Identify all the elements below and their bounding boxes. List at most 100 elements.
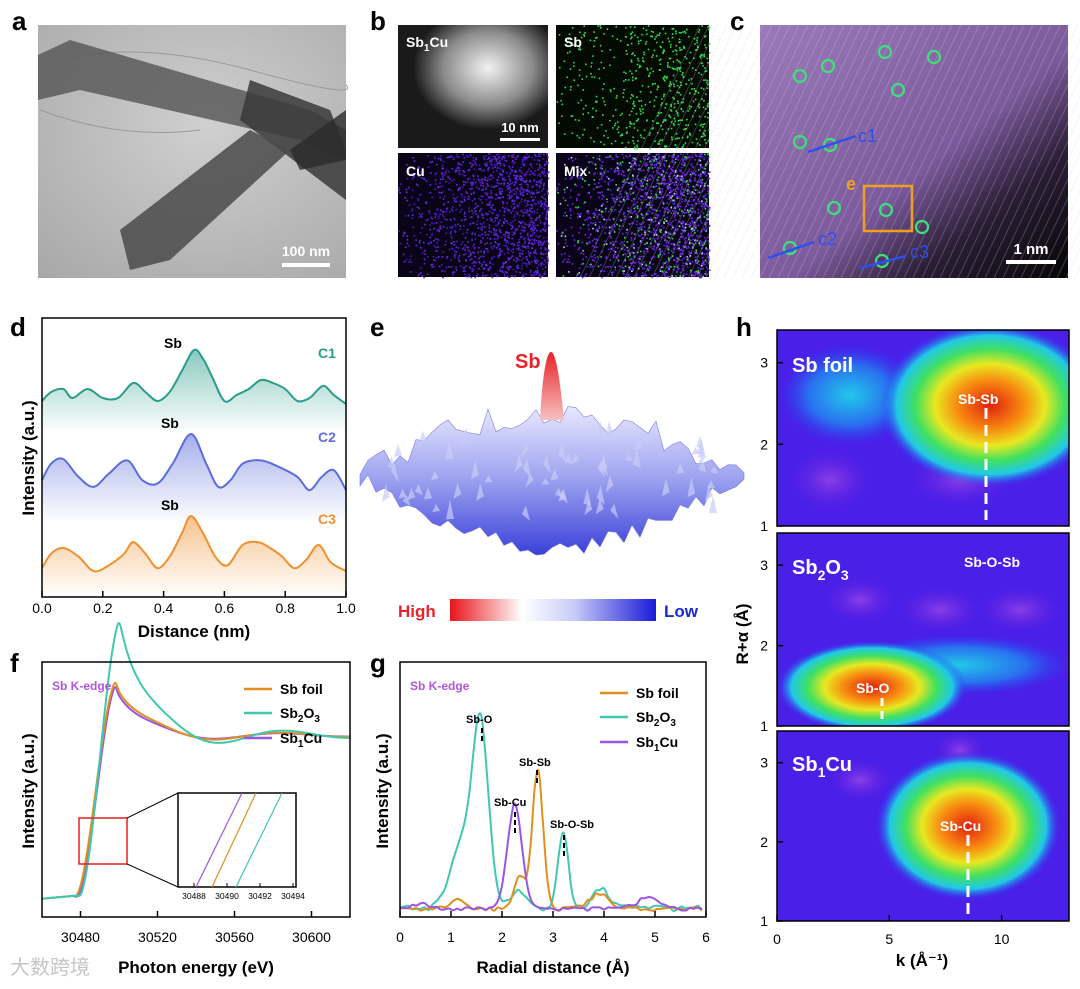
bond-markers — [481, 728, 565, 858]
series-label-c1: C1 — [318, 345, 336, 361]
profile-fill-c1 — [42, 349, 346, 430]
inset-tick-label: 30494 — [281, 891, 305, 901]
label-c3: c3 — [910, 242, 929, 262]
x-tick-label: 30520 — [138, 929, 177, 945]
colorbar — [450, 599, 656, 621]
inset-curve-sb1cu — [195, 792, 243, 888]
panel-b: b Sb1Cu Sb Cu Mix 10 nm — [370, 6, 711, 279]
x-tick-label: 0.6 — [215, 600, 235, 616]
atom-marker — [926, 49, 942, 65]
x-tick-label: 3 — [549, 929, 557, 945]
tile-label-mix: Mix — [564, 163, 588, 179]
y-tick-label: 1 — [760, 718, 768, 734]
y-tick-label: 1 — [760, 913, 768, 929]
y-axis-label: R+α (Å) — [733, 604, 752, 665]
map-title-sb-foil: Sb foil — [792, 355, 853, 377]
panel-letter-e: e — [370, 312, 384, 342]
tile-label-sb1cu: Sb1Cu — [406, 34, 448, 54]
colorbar-low-label: Low — [664, 602, 699, 621]
peak-label: Sb — [515, 351, 541, 373]
legend-sb2o3: Sb2O3 — [280, 705, 320, 725]
scale-bar-label: 1 nm — [1013, 241, 1048, 258]
panel-letter-b: b — [370, 6, 386, 36]
watermark: 大数跨境 — [10, 956, 90, 979]
y-tick-label: 2 — [760, 436, 768, 452]
nanotube-2 — [120, 130, 290, 270]
3d-intensity-surface — [359, 406, 745, 556]
peak-label-c2: Sb — [161, 415, 179, 431]
y-tick-label: 1 — [760, 518, 768, 534]
y-tick-label: 3 — [760, 557, 768, 573]
map-frame — [776, 532, 1070, 727]
map-title-sb2o3: Sb2O3 — [792, 557, 849, 583]
bond-label-sb-cu: Sb-Cu — [494, 797, 526, 809]
line-profile-c2 — [767, 240, 815, 260]
legend-sb-foil: Sb foil — [636, 685, 679, 701]
inset-curve-sb2o3 — [235, 792, 283, 888]
label-c1: c1 — [858, 126, 877, 146]
ft-curve-sb1cu — [399, 802, 703, 912]
x-tick-label: 0.0 — [32, 600, 52, 616]
x-tick-label: 0.4 — [154, 600, 174, 616]
y-tick-label: 3 — [760, 755, 768, 771]
label-e: e — [846, 174, 856, 194]
x-tick-label: 0 — [773, 931, 781, 947]
map-title-sb1cu: Sb1Cu — [792, 754, 852, 780]
profile-line-c2 — [41, 432, 347, 492]
panel-letter-c: c — [730, 6, 744, 36]
wavelet-map-sb1cu — [777, 731, 1069, 921]
panel-h: h Sb foil Sb-Sb Sb2O3 Sb-O-Sb Sb-O — [733, 312, 1070, 970]
y-tick-label: 2 — [760, 638, 768, 654]
panel-f: f 30480 30520 30560 30600 Sb K-edge Sb foil… — [10, 622, 351, 977]
x-tick-label: 1 — [447, 929, 455, 945]
x-tick-label: 10 — [994, 931, 1010, 947]
series-label-c3: C3 — [318, 511, 336, 527]
atom-marker — [826, 200, 842, 216]
bond-label-sb-o: Sb-O — [856, 680, 890, 696]
x-tick-label: 0.2 — [93, 600, 113, 616]
scale-bar — [1006, 260, 1056, 264]
panel-a: a 100 nm — [12, 6, 348, 278]
region-e-box — [862, 184, 914, 233]
x-tick-label: 1.0 — [336, 600, 356, 616]
x-tick-label: 30480 — [61, 929, 100, 945]
wavelet-map-sb2o3 — [777, 533, 1069, 726]
profile-line-c3 — [41, 514, 347, 573]
y-axis-label: Intensity (a.u.) — [19, 733, 38, 848]
atom-marker — [792, 134, 808, 150]
panel-e: e Sb High Low — [359, 312, 745, 621]
bond-label-sb-cu: Sb-Cu — [940, 818, 981, 834]
y-axis-label: Intensity (a.u.) — [373, 733, 392, 848]
plot-frame — [41, 661, 351, 918]
edge-label: Sb K-edge — [410, 679, 470, 693]
panel-letter-g: g — [370, 648, 386, 678]
bond-label-sb-o-sb: Sb-O-Sb — [550, 819, 594, 831]
bond-label-sb-sb: Sb-Sb — [958, 391, 998, 407]
legend-sb-foil: Sb foil — [280, 681, 323, 697]
x-axis-label: Photon energy (eV) — [118, 958, 274, 977]
atom-marker — [820, 58, 836, 74]
profile-line-c1 — [41, 348, 347, 405]
legend-sb2o3: Sb2O3 — [636, 709, 676, 729]
label-c2: c2 — [818, 229, 837, 249]
atom-marker — [822, 137, 838, 153]
x-axis-label: Distance (nm) — [138, 622, 250, 641]
panel-letter-h: h — [736, 312, 752, 342]
peak-label-c3: Sb — [161, 497, 179, 513]
xanes-curve-sb2o3 — [41, 622, 350, 900]
panel-d: d C1 Sb C2 Sb C3 Sb 0.0 0.2 0.4 0.6 0.8 1.0 Intens… — [10, 312, 356, 641]
inset-tick-label: 30492 — [248, 891, 272, 901]
legend-sb1cu: Sb1Cu — [280, 730, 322, 750]
inset-curve-sb-foil — [211, 792, 257, 888]
x-tick-label: 30560 — [215, 929, 254, 945]
haadf-tile — [398, 25, 548, 148]
x-tick-label: 4 — [600, 929, 608, 945]
profile-fill-c2 — [42, 434, 346, 520]
x-tick-label: 0 — [396, 929, 404, 945]
y-tick-label: 3 — [760, 355, 768, 371]
tile-label-cu: Cu — [406, 163, 425, 179]
x-tick-label: 0.8 — [275, 600, 295, 616]
atom-marker — [792, 68, 808, 84]
atom-marker — [890, 82, 906, 98]
